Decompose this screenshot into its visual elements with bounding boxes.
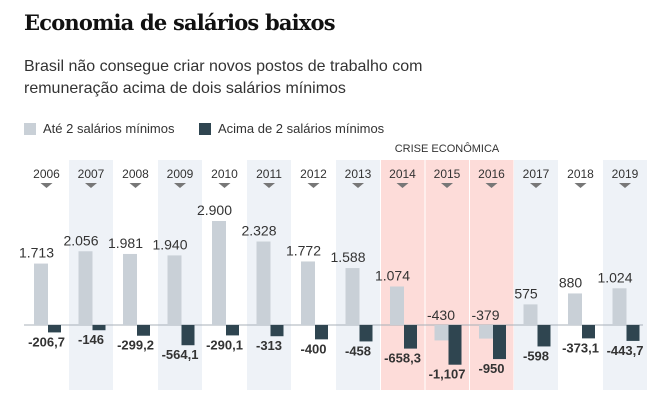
crisis-annotation: CRISE ECONÔMICA xyxy=(395,142,500,155)
x-tick-label-2014: 2014 xyxy=(389,167,416,181)
legend-swatch-low xyxy=(24,122,36,135)
value-label-low-2016: -379 xyxy=(471,307,499,323)
value-label-high-2019: -443,7 xyxy=(607,343,644,358)
chevron-down-icon xyxy=(574,183,587,188)
bar-high-2008 xyxy=(137,325,150,336)
x-tick-label-2019: 2019 xyxy=(612,167,639,181)
bar-low-2006 xyxy=(34,263,48,325)
bar-high-2016 xyxy=(493,325,506,360)
x-tick-label-2011: 2011 xyxy=(256,167,282,181)
bar-high-2010 xyxy=(226,325,239,336)
value-label-low-2017: 575 xyxy=(514,285,538,301)
bar-low-2017 xyxy=(523,304,538,325)
bar-high-2011 xyxy=(270,325,284,337)
bar-high-2019 xyxy=(626,325,640,341)
bar-high-2018 xyxy=(582,325,595,339)
chevron-down-icon xyxy=(530,183,542,188)
value-label-low-2018: 880 xyxy=(559,274,583,290)
column-band-2015 xyxy=(425,160,469,390)
legend-item-high: Acima de 2 salários mínimos xyxy=(199,121,384,136)
value-label-low-2006: 1.713 xyxy=(19,245,54,261)
legend-label-low: Até 2 salários mínimos xyxy=(43,121,175,136)
x-tick-label-2006: 2006 xyxy=(33,167,60,181)
chart-subtitle: Brasil não consegue criar novos postos d… xyxy=(24,58,423,97)
chevron-down-icon xyxy=(619,183,631,188)
value-label-low-2019: 1.024 xyxy=(597,269,632,285)
bar-low-2016 xyxy=(479,325,493,339)
value-label-high-2014: -658,3 xyxy=(384,351,421,366)
value-label-low-2007: 2.056 xyxy=(63,232,98,248)
column-band-2017 xyxy=(514,160,558,390)
bar-low-2015 xyxy=(434,325,449,341)
legend-label-high: Acima de 2 salários mínimos xyxy=(218,121,385,136)
x-tick-label-2015: 2015 xyxy=(434,167,461,181)
value-label-high-2012: -400 xyxy=(300,341,326,356)
value-label-high-2010: -290,1 xyxy=(206,337,243,352)
chevron-down-icon xyxy=(218,183,231,188)
bar-high-2015 xyxy=(448,325,462,365)
bar-low-2008 xyxy=(123,253,137,325)
chevron-down-icon xyxy=(441,183,453,188)
x-tick-label-2007: 2007 xyxy=(78,167,105,181)
column-band-2016 xyxy=(470,160,514,390)
chevron-down-icon xyxy=(129,183,142,188)
bar-high-2009 xyxy=(181,325,195,346)
bar-low-2018 xyxy=(568,293,582,325)
bar-low-2013 xyxy=(345,268,360,325)
bar-high-2017 xyxy=(537,325,551,347)
chevron-down-icon xyxy=(485,183,498,188)
value-label-low-2010: 2.900 xyxy=(197,202,232,218)
column-band-2019 xyxy=(603,160,647,390)
value-label-low-2009: 1.940 xyxy=(152,236,187,252)
x-tick-label-2008: 2008 xyxy=(122,167,149,181)
chevron-down-icon xyxy=(40,183,53,188)
chevron-down-icon xyxy=(174,183,186,188)
chart-title: Economia de salários baixos xyxy=(24,10,336,35)
bar-low-2012 xyxy=(301,261,315,325)
value-label-low-2008: 1.981 xyxy=(108,235,143,251)
bar-low-2010 xyxy=(212,221,226,325)
bar-high-2013 xyxy=(359,325,373,342)
bar-low-2019 xyxy=(612,288,627,325)
chevron-down-icon xyxy=(396,183,409,188)
bar-low-2014 xyxy=(390,286,404,325)
value-label-low-2012: 1.772 xyxy=(286,242,321,258)
value-label-high-2009: -564,1 xyxy=(162,347,199,362)
bar-low-2009 xyxy=(167,255,182,325)
value-label-high-2011: -313 xyxy=(256,338,282,353)
chevron-down-icon xyxy=(85,183,97,188)
x-tick-label-2017: 2017 xyxy=(523,167,550,181)
chevron-down-icon xyxy=(263,183,275,188)
chevron-down-icon xyxy=(307,183,320,188)
x-tick-label-2018: 2018 xyxy=(567,167,594,181)
value-label-high-2013: -458 xyxy=(345,343,371,358)
x-tick-label-2012: 2012 xyxy=(300,167,327,181)
column-band-2014 xyxy=(381,160,425,390)
x-tick-label-2010: 2010 xyxy=(211,167,238,181)
bar-high-2014 xyxy=(404,325,417,349)
legend-item-low: Até 2 salários mínimos xyxy=(24,121,175,136)
value-label-low-2011: 2.328 xyxy=(241,223,276,239)
value-label-high-2017: -598 xyxy=(523,348,549,363)
bar-high-2006 xyxy=(48,325,61,333)
value-label-high-2008: -299,2 xyxy=(117,338,154,353)
value-label-high-2018: -373,1 xyxy=(562,340,599,355)
x-tick-label-2016: 2016 xyxy=(478,167,505,181)
x-tick-label-2009: 2009 xyxy=(167,167,194,181)
bar-high-2007 xyxy=(92,325,106,331)
bar-low-2007 xyxy=(78,251,93,325)
bar-high-2012 xyxy=(315,325,328,340)
legend-swatch-high xyxy=(199,122,211,135)
value-label-low-2015: -430 xyxy=(427,307,455,323)
value-label-high-2016: -950 xyxy=(478,361,504,376)
value-label-low-2014: 1.074 xyxy=(375,267,410,283)
x-tick-label-2013: 2013 xyxy=(345,167,372,181)
value-label-low-2013: 1.588 xyxy=(330,249,365,265)
value-label-high-2006: -206,7 xyxy=(28,334,65,349)
chevron-down-icon xyxy=(352,183,364,188)
value-label-high-2007: -146 xyxy=(78,332,104,347)
value-label-high-2015: -1,107 xyxy=(429,367,466,382)
bar-low-2011 xyxy=(256,241,271,325)
